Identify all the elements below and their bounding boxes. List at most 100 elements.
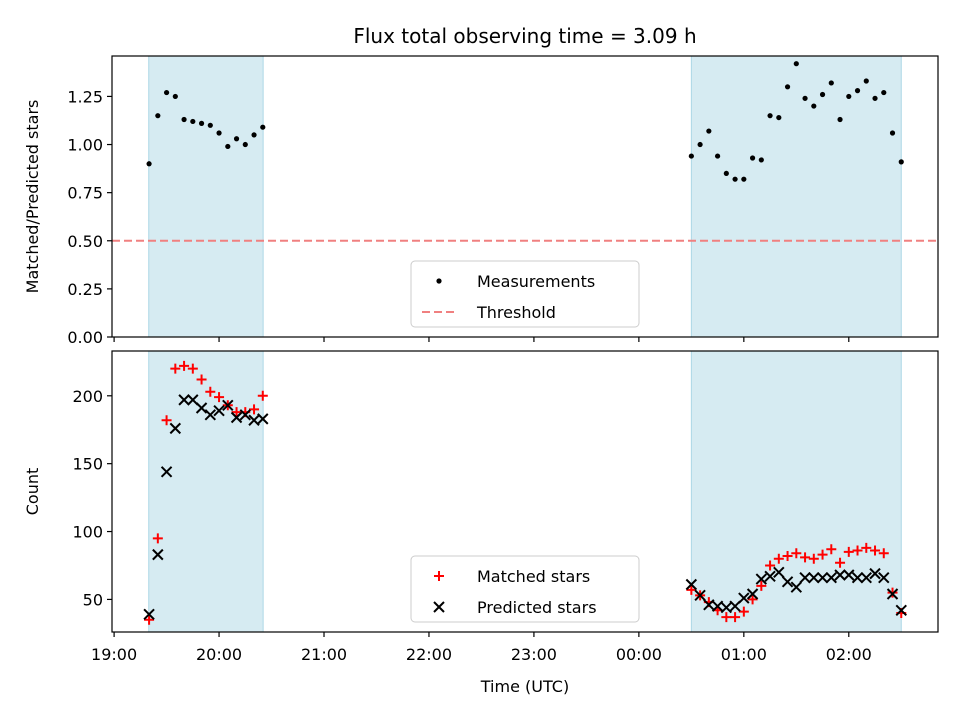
top-panel-ratio: 0.00 0.25 0.50 0.75 1.00 1.25 Matched/Predicte… [23, 55, 939, 347]
top-axes-frame [111, 55, 939, 338]
matched-star-point-30 [817, 549, 828, 560]
matched-star-point-22 [747, 594, 758, 605]
top-legend: Measurements Threshold [410, 260, 640, 328]
predicted-star-point-5 [178, 394, 190, 406]
measurement-point-26 [784, 84, 791, 90]
predicted-star-point-1 [143, 608, 155, 621]
matched-star-point-35 [861, 542, 872, 553]
x-tick-label-5: 23:00 [511, 645, 557, 664]
measurement-point-39 [898, 159, 904, 165]
measurement-point-12 [242, 141, 248, 148]
measurement-point-25 [776, 114, 782, 121]
matched-star-point-32 [835, 557, 846, 568]
bottom-y-tick-label-3: 150 [72, 455, 103, 474]
top-legend-box [410, 260, 640, 328]
predicted-star-point-11 [230, 411, 243, 424]
measurement-point-33 [846, 93, 852, 100]
measurement-point-22 [749, 155, 756, 161]
predicted-star-point-18 [711, 600, 724, 612]
matched-star-point-36 [870, 545, 881, 556]
matched-star-point-19 [721, 612, 732, 623]
measurement-point-31 [828, 80, 834, 86]
measurement-point-11 [233, 136, 240, 142]
predicted-star-point-22 [746, 588, 759, 600]
predicted-star-point-6 [187, 394, 199, 406]
measurement-point-29 [811, 103, 817, 109]
predicted-star-point-21 [738, 592, 750, 604]
x-tick-label-4: 22:00 [406, 645, 452, 664]
x-tick-label-6: 00:00 [616, 645, 662, 664]
predicted-star-point-27 [790, 581, 803, 593]
matched-star-point-8 [205, 386, 216, 397]
predicted-star-point-24 [764, 570, 776, 583]
matched-star-point-11 [231, 407, 242, 418]
top-y-tick-label-3: 0.50 [67, 232, 103, 251]
matched-star-point-9 [214, 392, 225, 403]
measurement-point-16 [697, 141, 703, 148]
top-shaded-region-1 [148, 55, 264, 338]
measurement-point-6 [190, 118, 196, 125]
matched-star-point-3 [161, 415, 172, 426]
measurement-point-36 [872, 95, 878, 101]
legend-marker-measurements [436, 278, 442, 284]
measurement-point-23 [758, 157, 764, 163]
predicted-star-point-9 [213, 405, 225, 417]
measurement-point-30 [819, 91, 826, 98]
matched-star-point-28 [800, 552, 811, 563]
bottom-y-axis-title: Count [23, 468, 42, 516]
legend-label-predicted-stars: Predicted stars [477, 598, 597, 617]
matched-star-point-23 [756, 580, 767, 591]
measurement-point-28 [802, 95, 808, 101]
x-tick-label-3: 21:00 [301, 645, 347, 664]
measurement-point-7 [198, 120, 205, 126]
predicted-star-point-23 [755, 573, 768, 585]
measurement-point-10 [225, 143, 231, 150]
predicted-star-point-17 [703, 599, 715, 611]
matched-star-point-13 [249, 404, 260, 415]
matched-star-point-14 [257, 390, 268, 401]
legend-label-matched-stars: Matched stars [477, 567, 590, 586]
measurement-point-20 [732, 176, 738, 182]
bottom-axes-frame [111, 350, 939, 633]
matched-star-point-4 [170, 363, 181, 374]
predicted-star-point-30 [816, 571, 829, 584]
legend-marker-predicted-stars [433, 601, 445, 613]
bottom-shaded-region-1 [148, 350, 264, 633]
measurement-point-8 [207, 122, 213, 128]
predicted-star-point-33 [843, 569, 855, 581]
predicted-star-point-35 [860, 571, 872, 584]
x-tick-label-7: 01:00 [721, 645, 767, 664]
top-y-tick-label-5: 1.00 [67, 136, 103, 155]
measurement-point-34 [854, 88, 861, 94]
matched-star-point-5 [179, 360, 190, 371]
measurement-point-27 [793, 61, 799, 67]
top-y-tick-label-1: 0.00 [67, 328, 103, 347]
top-y-axis-title: Matched/Predicted stars [23, 100, 42, 294]
matched-star-point-25 [773, 553, 784, 564]
predicted-star-point-20 [729, 600, 741, 612]
measurement-point-1 [146, 161, 152, 167]
measurement-point-17 [706, 128, 712, 134]
measurement-point-18 [714, 153, 721, 159]
bottom-shaded-region-2 [690, 350, 902, 633]
measurement-point-35 [863, 78, 869, 84]
predicted-star-point-10 [222, 399, 234, 412]
measurement-point-14 [260, 124, 266, 130]
measurement-point-2 [155, 113, 161, 119]
predicted-star-point-12 [239, 409, 252, 421]
bottom-legend: Matched stars Predicted stars [410, 555, 640, 623]
legend-marker-matched-stars [434, 571, 444, 581]
matched-star-point-31 [826, 544, 837, 555]
predicted-star-point-4 [169, 422, 182, 435]
x-axis-title: Time (UTC) [480, 677, 569, 696]
matched-star-point-2 [152, 533, 163, 544]
matched-star-point-33 [843, 546, 854, 557]
predicted-star-point-19 [720, 601, 733, 614]
matched-star-point-21 [738, 606, 749, 617]
measurement-point-13 [251, 132, 257, 138]
matched-star-point-15 [686, 584, 697, 595]
predicted-star-point-32 [834, 569, 846, 581]
measurement-point-21 [741, 176, 747, 182]
measurement-point-5 [181, 116, 187, 123]
